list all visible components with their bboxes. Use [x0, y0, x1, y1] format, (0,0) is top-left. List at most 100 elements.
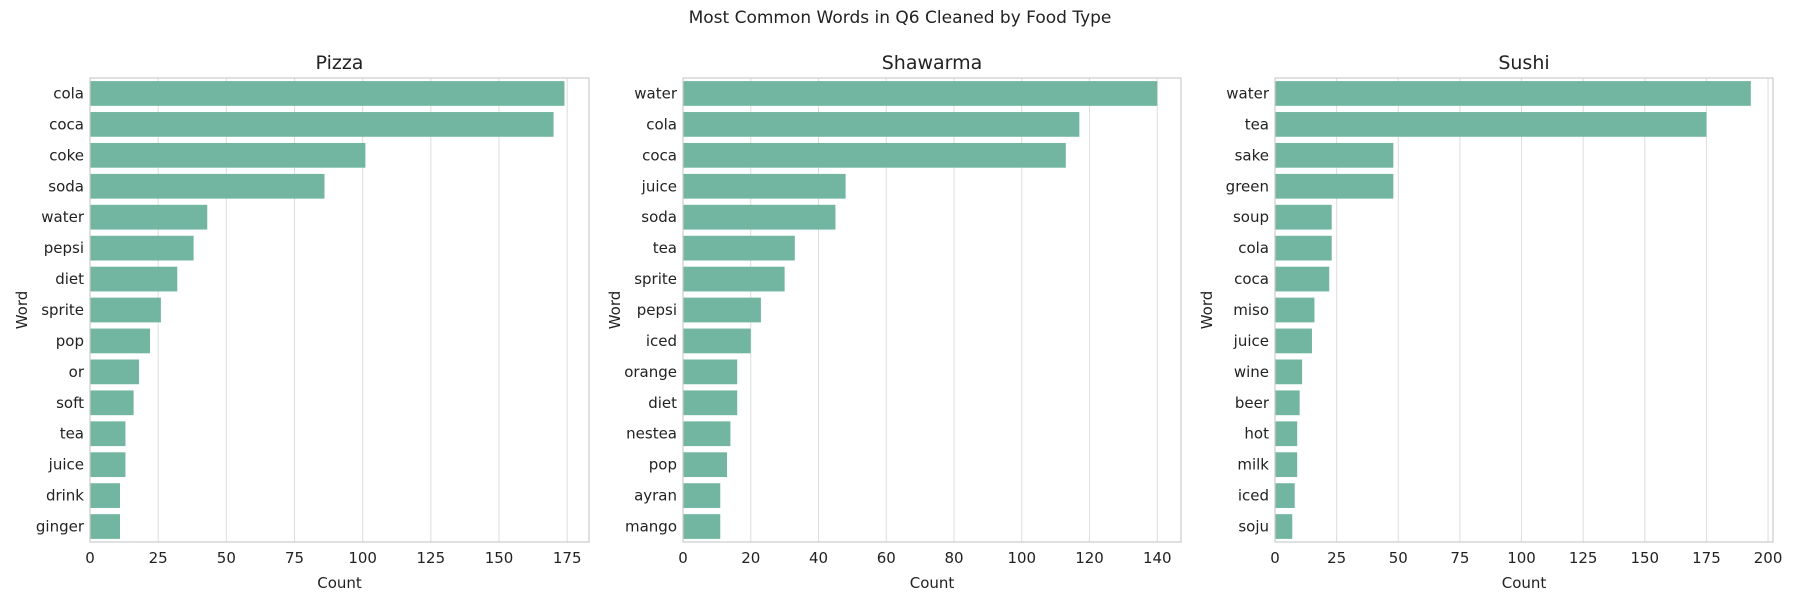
y-tick-label: tea: [1245, 115, 1269, 133]
bar-juice: [683, 173, 846, 199]
y-axis-label: Word: [1198, 291, 1216, 330]
bar-soju: [1275, 514, 1293, 539]
bar-sake: [1275, 142, 1394, 168]
bar-juice: [1275, 328, 1312, 354]
bar-juice: [90, 452, 126, 478]
axes-frame: [89, 77, 590, 543]
x-tick-label: 100: [1507, 549, 1536, 567]
x-tick-label: 60: [877, 549, 896, 567]
bar-cola: [683, 112, 1080, 137]
y-tick-label: tea: [60, 425, 84, 443]
y-tick-label: pop: [56, 332, 84, 350]
bar-milk: [1275, 452, 1298, 478]
y-tick-label: juice: [48, 456, 84, 474]
x-tick-label: 125: [1569, 549, 1598, 567]
y-tick-label: drink: [46, 487, 84, 505]
x-tick-label: 75: [285, 549, 304, 567]
bar-pop: [683, 452, 728, 478]
y-tick-label: diet: [55, 270, 84, 288]
y-tick-label: wine: [1234, 363, 1269, 381]
y-tick-label: water: [41, 208, 85, 226]
figure-title: Most Common Words in Q6 Cleaned by Food …: [688, 8, 1112, 28]
bar-nestea: [683, 421, 731, 447]
y-tick-label: cola: [646, 115, 677, 133]
y-tick-label: beer: [1235, 394, 1270, 412]
x-tick-label: 100: [1007, 549, 1036, 567]
bar-water: [683, 81, 1158, 106]
x-axis-label: Count: [317, 574, 362, 592]
y-tick-label: cola: [1238, 239, 1269, 257]
x-tick-label: 140: [1143, 549, 1172, 567]
bar-or: [90, 359, 140, 385]
y-tick-label: iced: [1238, 487, 1269, 505]
bar-iced: [683, 328, 751, 354]
bar-water: [90, 204, 208, 230]
x-tick-label: 20: [741, 549, 760, 567]
y-tick-label: soda: [48, 177, 84, 195]
y-tick-label: soft: [56, 394, 84, 412]
x-tick-label: 200: [1754, 549, 1783, 567]
y-tick-label: sake: [1235, 146, 1269, 164]
bar-diet: [90, 266, 178, 292]
y-tick-label: hot: [1244, 425, 1269, 443]
bar-iced: [1275, 483, 1295, 508]
y-tick-label: coca: [49, 115, 84, 133]
y-tick-label: green: [1226, 177, 1269, 195]
x-tick-label: 50: [217, 549, 236, 567]
axes-frame: [1274, 77, 1774, 543]
x-tick-label: 175: [553, 549, 582, 567]
x-tick-label: 80: [944, 549, 963, 567]
x-tick-label: 120: [1075, 549, 1104, 567]
x-tick-label: 0: [678, 549, 688, 567]
bar-ayran: [683, 483, 721, 508]
x-tick-label: 40: [809, 549, 828, 567]
x-tick-label: 150: [485, 549, 514, 567]
y-tick-label: orange: [624, 363, 677, 381]
y-tick-label: tea: [653, 239, 677, 257]
y-tick-label: milk: [1237, 456, 1269, 474]
bar-soup: [1275, 204, 1332, 230]
bar-pepsi: [90, 235, 194, 261]
y-tick-label: miso: [1233, 301, 1269, 319]
x-tick-label: 25: [149, 549, 168, 567]
y-tick-label: nestea: [626, 425, 677, 443]
bar-drink: [90, 483, 120, 508]
bar-green: [1275, 173, 1394, 199]
bar-cola: [90, 81, 565, 106]
bar-coke: [90, 142, 366, 168]
y-tick-label: soup: [1233, 208, 1269, 226]
y-axis-label: Word: [606, 291, 624, 330]
y-tick-label: diet: [648, 394, 677, 412]
bar-sprite: [683, 266, 785, 292]
axes-frame: [682, 77, 1182, 543]
bar-cola: [1275, 235, 1332, 261]
x-tick-label: 100: [348, 549, 377, 567]
y-tick-label: ayran: [634, 487, 677, 505]
y-tick-label: pepsi: [44, 239, 84, 257]
x-tick-label: 25: [1327, 549, 1346, 567]
bar-water: [1275, 81, 1751, 106]
bar-ginger: [90, 514, 120, 539]
y-tick-label: coca: [642, 146, 677, 164]
bar-beer: [1275, 390, 1300, 416]
bar-pop: [90, 328, 150, 354]
y-tick-label: coke: [49, 146, 84, 164]
bar-tea: [90, 421, 126, 447]
y-tick-label: juice: [641, 177, 677, 195]
y-axis-label: Word: [13, 291, 31, 330]
bar-miso: [1275, 297, 1315, 323]
bar-soda: [90, 173, 325, 199]
y-tick-label: water: [1226, 84, 1270, 102]
y-tick-label: cola: [53, 84, 84, 102]
panel-title: Shawarma: [882, 52, 983, 74]
y-tick-label: water: [634, 84, 678, 102]
y-tick-label: sprite: [41, 301, 84, 319]
panel-title: Pizza: [316, 52, 364, 74]
bar-sprite: [90, 297, 161, 323]
x-tick-label: 0: [1270, 549, 1280, 567]
bar-tea: [1275, 112, 1707, 137]
